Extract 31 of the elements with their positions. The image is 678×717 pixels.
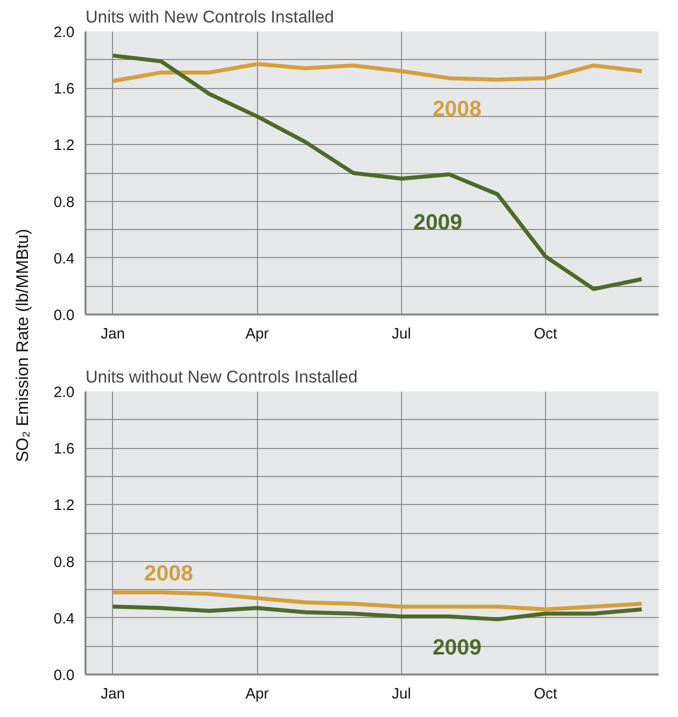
series-label: 2009 <box>432 634 482 660</box>
series-label: 2008 <box>432 96 482 122</box>
y-tick-label: 0.4 <box>54 610 75 628</box>
x-tick-label: Apr <box>245 326 269 342</box>
series-label: 2009 <box>413 209 462 234</box>
y-tick-label: 0.0 <box>54 307 75 324</box>
x-tick-label: Jul <box>392 686 411 702</box>
y-tick-label: 1.6 <box>54 80 75 98</box>
y-tick-label: 2.0 <box>54 24 75 41</box>
series-label: 2008 <box>144 560 194 586</box>
chart-title: Units without New Controls Installed <box>86 368 358 386</box>
x-tick-label: Jul <box>392 326 411 342</box>
y-tick-label: 0.4 <box>54 250 75 268</box>
line-series <box>110 62 644 84</box>
x-tick-label: Oct <box>534 326 558 342</box>
line-series <box>110 590 644 612</box>
y-tick-label: 1.2 <box>54 497 75 514</box>
x-tick-label: Jan <box>100 326 125 342</box>
x-tick-label: Jan <box>100 686 125 702</box>
line-series <box>110 54 644 292</box>
y-axis-title: SO₂ Emission Rate (lb/MMBtu) <box>13 228 32 462</box>
chart-title: Units with New Controls Installed <box>86 8 334 26</box>
line-series <box>110 604 644 622</box>
y-tick-label: 0.8 <box>54 194 75 211</box>
y-tick-label: 1.2 <box>54 137 75 154</box>
x-tick-label: Oct <box>534 686 558 702</box>
x-tick-label: Apr <box>245 686 269 702</box>
y-tick-label: 1.6 <box>54 440 75 458</box>
y-tick-label: 0.0 <box>54 667 75 684</box>
y-tick-label: 0.8 <box>54 554 75 571</box>
y-tick-label: 2.0 <box>54 384 75 401</box>
